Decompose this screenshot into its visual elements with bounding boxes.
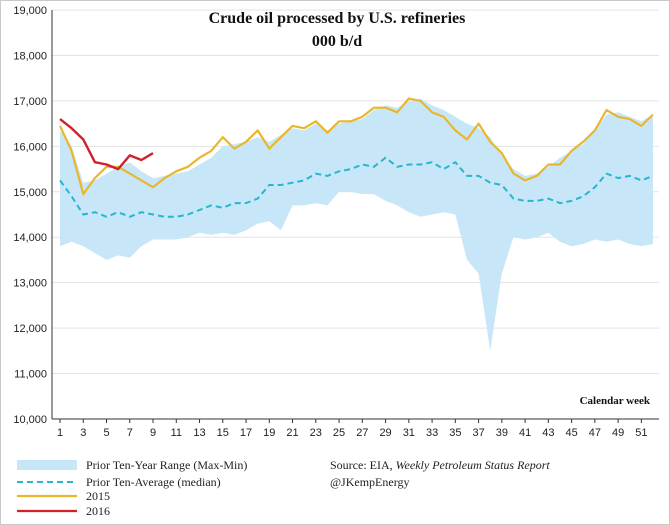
legend-label-range: Prior Ten-Year Range (Max-Min)	[86, 458, 247, 472]
source-text: Source: EIA, Weekly Petroleum Status Rep…	[330, 458, 550, 472]
y-tick-label: 19,000	[13, 5, 47, 17]
x-tick-label: 37	[472, 427, 484, 439]
y-tick-label: 18,000	[13, 50, 47, 62]
x-tick-label: 11	[171, 427, 182, 439]
x-tick-label: 43	[542, 427, 554, 439]
x-tick-label: 1	[57, 427, 63, 439]
y-tick-label: 17,000	[13, 96, 47, 108]
x-tick-label: 41	[519, 427, 531, 439]
series-2016-line	[59, 118, 154, 171]
x-tick-label: 19	[263, 427, 275, 439]
y-tick-labels: 10,000 11,000 12,000 13,000 14,000 15,000 16,0…	[13, 5, 47, 426]
y-tick-label: 12,000	[13, 323, 47, 335]
legend-label-median: Prior Ten-Average (median)	[86, 475, 221, 489]
y-tick-label: 13,000	[13, 278, 47, 290]
legend: Prior Ten-Year Range (Max-Min) Prior Ten…	[17, 458, 247, 518]
x-tick-label: 45	[565, 427, 577, 439]
x-tick-label: 23	[310, 427, 322, 439]
y-tick-label: 16,000	[13, 141, 47, 153]
x-tick-label: 49	[612, 427, 624, 439]
x-tick-label: 9	[150, 427, 156, 439]
x-tick-label: 31	[403, 427, 415, 439]
series-2015-line	[59, 97, 654, 196]
y-tick-label: 15,000	[13, 187, 47, 199]
source-handle: @JKempEnergy	[330, 475, 409, 489]
y-tick-label: 11,000	[14, 369, 47, 381]
x-axis-label: Calendar week	[580, 395, 651, 407]
source-prefix: Source: EIA,	[330, 458, 396, 472]
series-lines	[59, 97, 654, 218]
x-tick-label: 17	[240, 427, 252, 439]
legend-label-2016: 2016	[86, 504, 110, 518]
chart-subtitle: 000 b/d	[312, 33, 362, 50]
x-tick-labels: 1 3 5 7 9 11 13 15 17 19 21 23 25 27 29 31 33 35 37 39 41 43 4…	[57, 419, 647, 439]
source-publication: Weekly Petroleum Status Report	[396, 458, 551, 472]
y-tick-label: 14,000	[13, 232, 47, 244]
legend-label-2015: 2015	[86, 489, 110, 503]
range-band	[60, 98, 653, 351]
y-tick-label: 10,000	[13, 414, 47, 426]
x-tick-label: 7	[127, 427, 133, 439]
x-tick-label: 3	[80, 427, 86, 439]
x-tick-label: 21	[286, 427, 298, 439]
series-range-band	[60, 98, 653, 351]
x-tick-label: 29	[379, 427, 391, 439]
legend-swatch-range	[17, 460, 77, 470]
x-tick-label: 13	[193, 427, 205, 439]
x-tick-label: 35	[449, 427, 461, 439]
x-tick-label: 5	[103, 427, 109, 439]
series-median-line	[59, 156, 654, 218]
x-tick-label: 25	[333, 427, 345, 439]
x-tick-label: 39	[496, 427, 508, 439]
x-tick-label: 27	[356, 427, 368, 439]
x-tick-label: 33	[426, 427, 438, 439]
chart-title: Crude oil processed by U.S. refineries	[209, 10, 466, 27]
x-tick-label: 47	[589, 427, 601, 439]
x-tick-label: 51	[635, 427, 647, 439]
x-tick-label: 15	[217, 427, 229, 439]
